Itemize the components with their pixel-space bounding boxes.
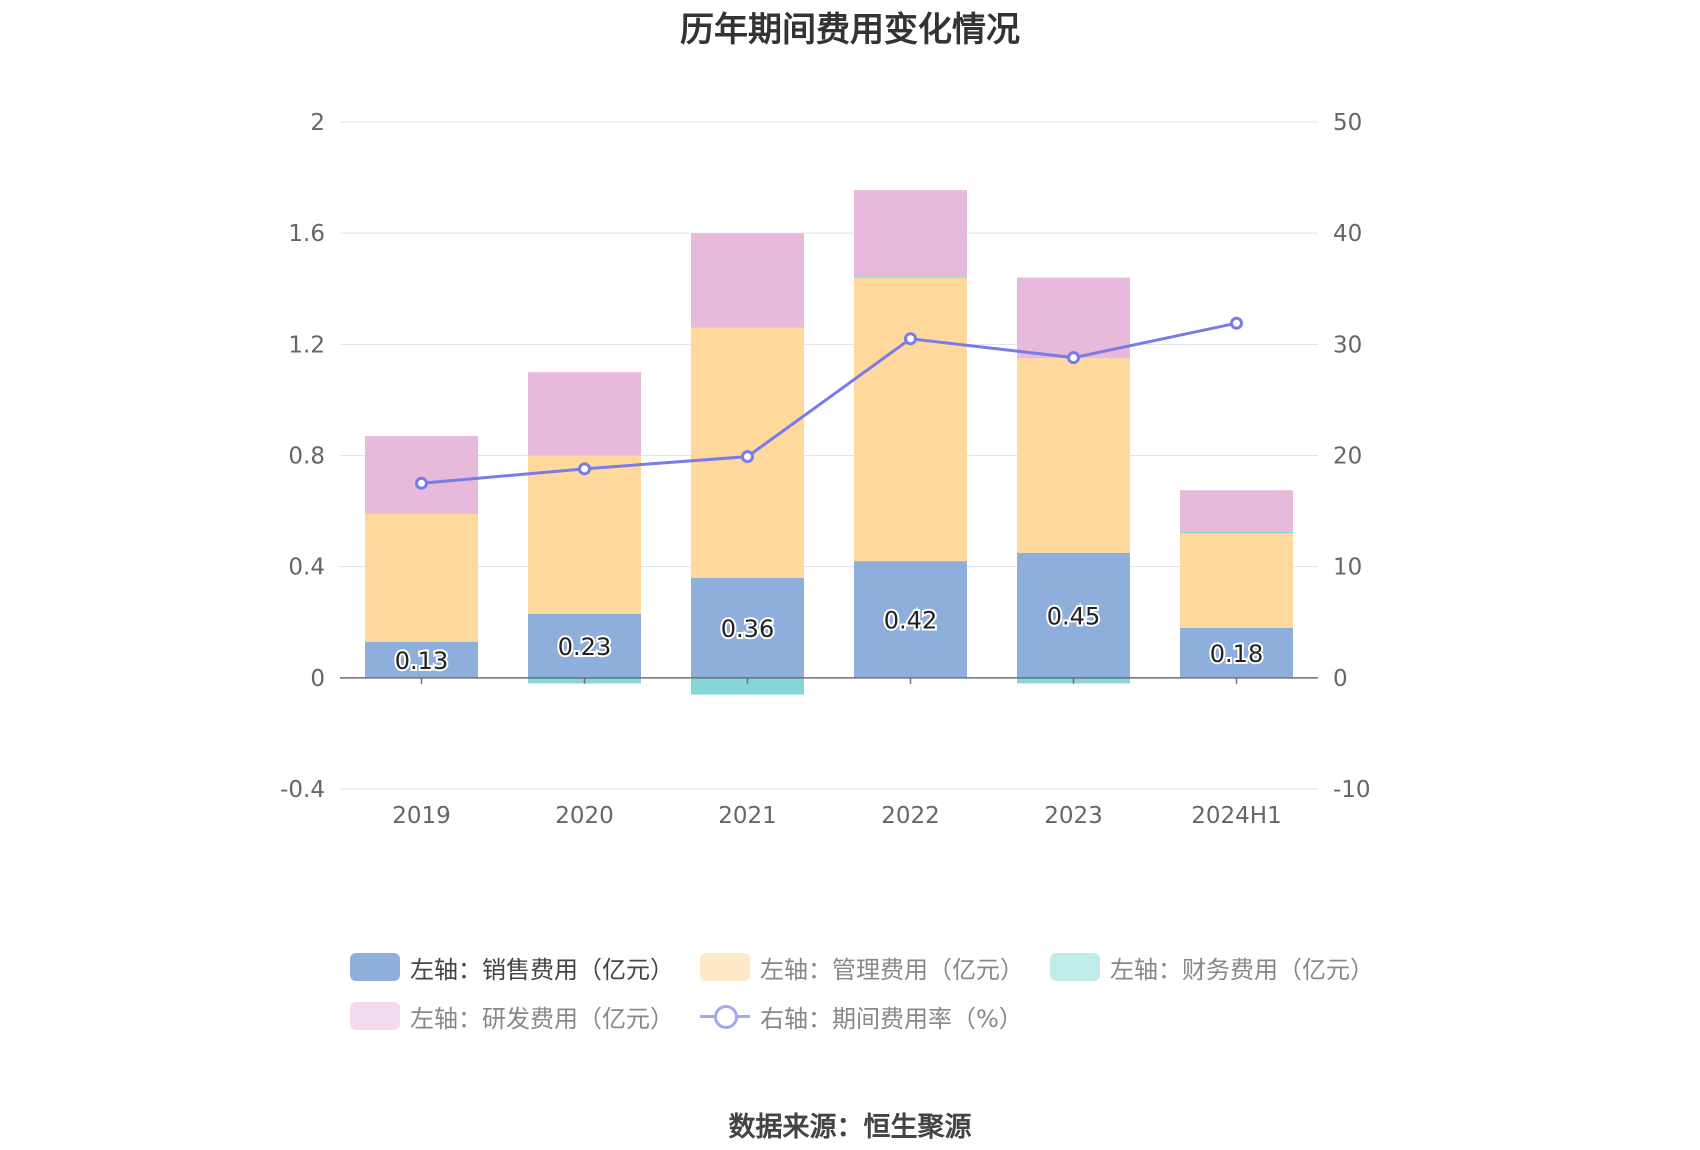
bar-sales	[1180, 627, 1293, 678]
legend-label: 左轴：财务费用（亿元）	[1110, 955, 1374, 984]
y-right-tick-label: 40	[1333, 221, 1362, 247]
rate-point	[578, 462, 591, 476]
rate-point	[741, 450, 754, 464]
chart-title: 历年期间费用变化情况	[680, 10, 1020, 50]
x-tick-label: 2023	[1044, 803, 1103, 829]
legend-item-rnd[interactable]: 左轴：研发费用（亿元）	[350, 999, 674, 1033]
y-left-tick-label: -0.4	[280, 777, 325, 803]
bar-rnd	[1180, 490, 1293, 532]
y-right-tick-label: -10	[1333, 777, 1371, 803]
rate-point	[1067, 351, 1080, 365]
x-tick-label: 2020	[555, 803, 614, 829]
rate-line-series	[415, 316, 1243, 490]
legend-label: 左轴：研发费用（亿元）	[410, 1004, 674, 1033]
x-tick-label: 2024H1	[1191, 803, 1281, 829]
legend-label: 右轴：期间费用率（%）	[760, 1004, 1023, 1033]
y-left-tick-label: 0.8	[288, 444, 325, 470]
bar-rnd	[854, 190, 967, 277]
bar-sales	[365, 641, 478, 678]
legend-item-rate[interactable]: 右轴：期间费用率（%）	[700, 999, 1023, 1033]
bar-finance	[854, 276, 967, 278]
bar-finance	[691, 677, 804, 695]
legend-swatch-icon	[350, 953, 400, 981]
legend-swatch-icon	[350, 1002, 400, 1030]
bar-admin	[365, 513, 478, 642]
legend-item-sales[interactable]: 左轴：销售费用（亿元）	[350, 950, 674, 984]
bar-value-label: 0.23	[558, 633, 611, 661]
bar-value-label: 0.45	[1047, 602, 1100, 630]
bar-series	[365, 190, 1293, 695]
bar-sales	[528, 613, 641, 678]
x-tick-label: 2019	[392, 803, 451, 829]
rate-point	[1230, 316, 1243, 330]
rate-point	[415, 476, 428, 490]
grid-lines	[340, 121, 1318, 790]
y-right-tick-label: 20	[1333, 444, 1362, 470]
y-right-tick-label: 30	[1333, 332, 1362, 358]
y-left-tick-label: 1.6	[288, 221, 325, 247]
bar-admin	[1017, 358, 1130, 553]
axes: -0.4 -10 0 0 0.4 10 0.8 20 1.2 30 1.6 40 2 50 2019 2020…	[280, 110, 1370, 829]
legend-label: 左轴：销售费用（亿元）	[410, 955, 674, 984]
legend-item-admin[interactable]: 左轴：管理费用（亿元）	[700, 950, 1024, 984]
y-left-tick-label: 0	[310, 666, 325, 692]
y-right-tick-label: 50	[1333, 110, 1362, 136]
bar-finance	[1180, 531, 1293, 534]
bar-admin	[528, 455, 641, 614]
bar-rnd	[1017, 277, 1130, 359]
y-right-tick-label: 10	[1333, 555, 1362, 581]
x-tick-label: 2022	[881, 803, 940, 829]
bar-admin	[1180, 533, 1293, 628]
bar-sales	[854, 561, 967, 678]
legend-item-finance[interactable]: 左轴：财务费用（亿元）	[1050, 950, 1374, 984]
y-left-tick-label: 0.4	[288, 555, 325, 581]
y-left-tick-label: 1.2	[288, 332, 325, 358]
bar-rnd	[691, 233, 804, 328]
rate-point	[904, 332, 917, 346]
bar-value-label: 0.13	[395, 647, 448, 675]
legend-label: 左轴：管理费用（亿元）	[760, 955, 1024, 984]
y-left-tick-label: 2	[310, 110, 325, 136]
rate-line	[421, 321, 1237, 485]
x-tick-label: 2021	[718, 803, 777, 829]
bar-sales	[1017, 552, 1130, 678]
bar-admin	[854, 277, 967, 562]
y-right-tick-label: 0	[1333, 666, 1348, 692]
bar-rnd	[528, 372, 641, 456]
bar-value-label: 0.18	[1210, 640, 1263, 668]
legend-swatch-icon	[700, 953, 750, 981]
bar-value-label: 0.36	[721, 615, 774, 643]
bar-sales	[691, 577, 804, 678]
legend-swatch-icon	[1050, 953, 1100, 981]
bar-value-label: 0.42	[884, 606, 937, 634]
bar-rnd	[365, 436, 478, 514]
line-circle-icon	[700, 1002, 750, 1030]
data-labels: 0.13 0.23 0.36 0.42 0.45 0.18	[393, 600, 1265, 676]
data-source: 数据来源：恒生聚源	[728, 1112, 972, 1143]
